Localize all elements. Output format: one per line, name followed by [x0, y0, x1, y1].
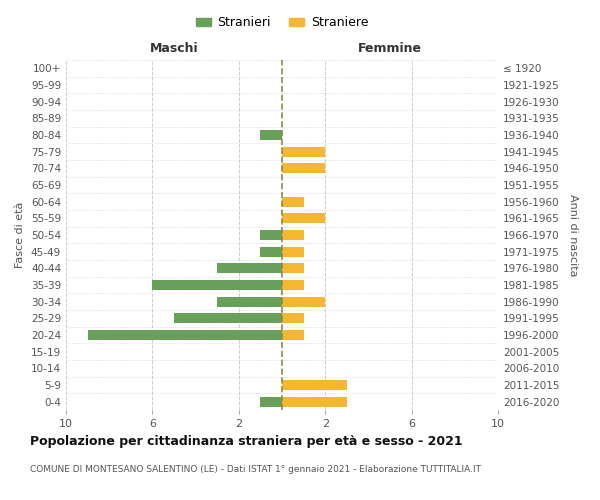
Bar — [282, 164, 325, 173]
Bar — [88, 330, 282, 340]
Bar — [282, 214, 325, 224]
Bar — [260, 230, 282, 240]
Bar — [260, 396, 282, 406]
Bar — [217, 296, 282, 306]
Bar — [217, 264, 282, 274]
Bar — [282, 380, 347, 390]
Text: Femmine: Femmine — [358, 42, 422, 55]
Text: Popolazione per cittadinanza straniera per età e sesso - 2021: Popolazione per cittadinanza straniera p… — [30, 435, 463, 448]
Bar — [282, 246, 304, 256]
Bar — [282, 280, 304, 290]
Bar — [282, 330, 304, 340]
Y-axis label: Anni di nascita: Anni di nascita — [568, 194, 578, 276]
Bar — [282, 146, 325, 156]
Bar — [260, 130, 282, 140]
Text: Maschi: Maschi — [149, 42, 199, 55]
Bar — [152, 280, 282, 290]
Text: COMUNE DI MONTESANO SALENTINO (LE) - Dati ISTAT 1° gennaio 2021 - Elaborazione T: COMUNE DI MONTESANO SALENTINO (LE) - Dat… — [30, 465, 481, 474]
Bar — [282, 230, 304, 240]
Bar — [282, 314, 304, 324]
Bar — [282, 296, 325, 306]
Y-axis label: Fasce di età: Fasce di età — [16, 202, 25, 268]
Bar — [282, 264, 304, 274]
Bar — [260, 246, 282, 256]
Bar — [282, 196, 304, 206]
Legend: Stranieri, Straniere: Stranieri, Straniere — [191, 11, 373, 34]
Bar — [282, 396, 347, 406]
Bar — [174, 314, 282, 324]
